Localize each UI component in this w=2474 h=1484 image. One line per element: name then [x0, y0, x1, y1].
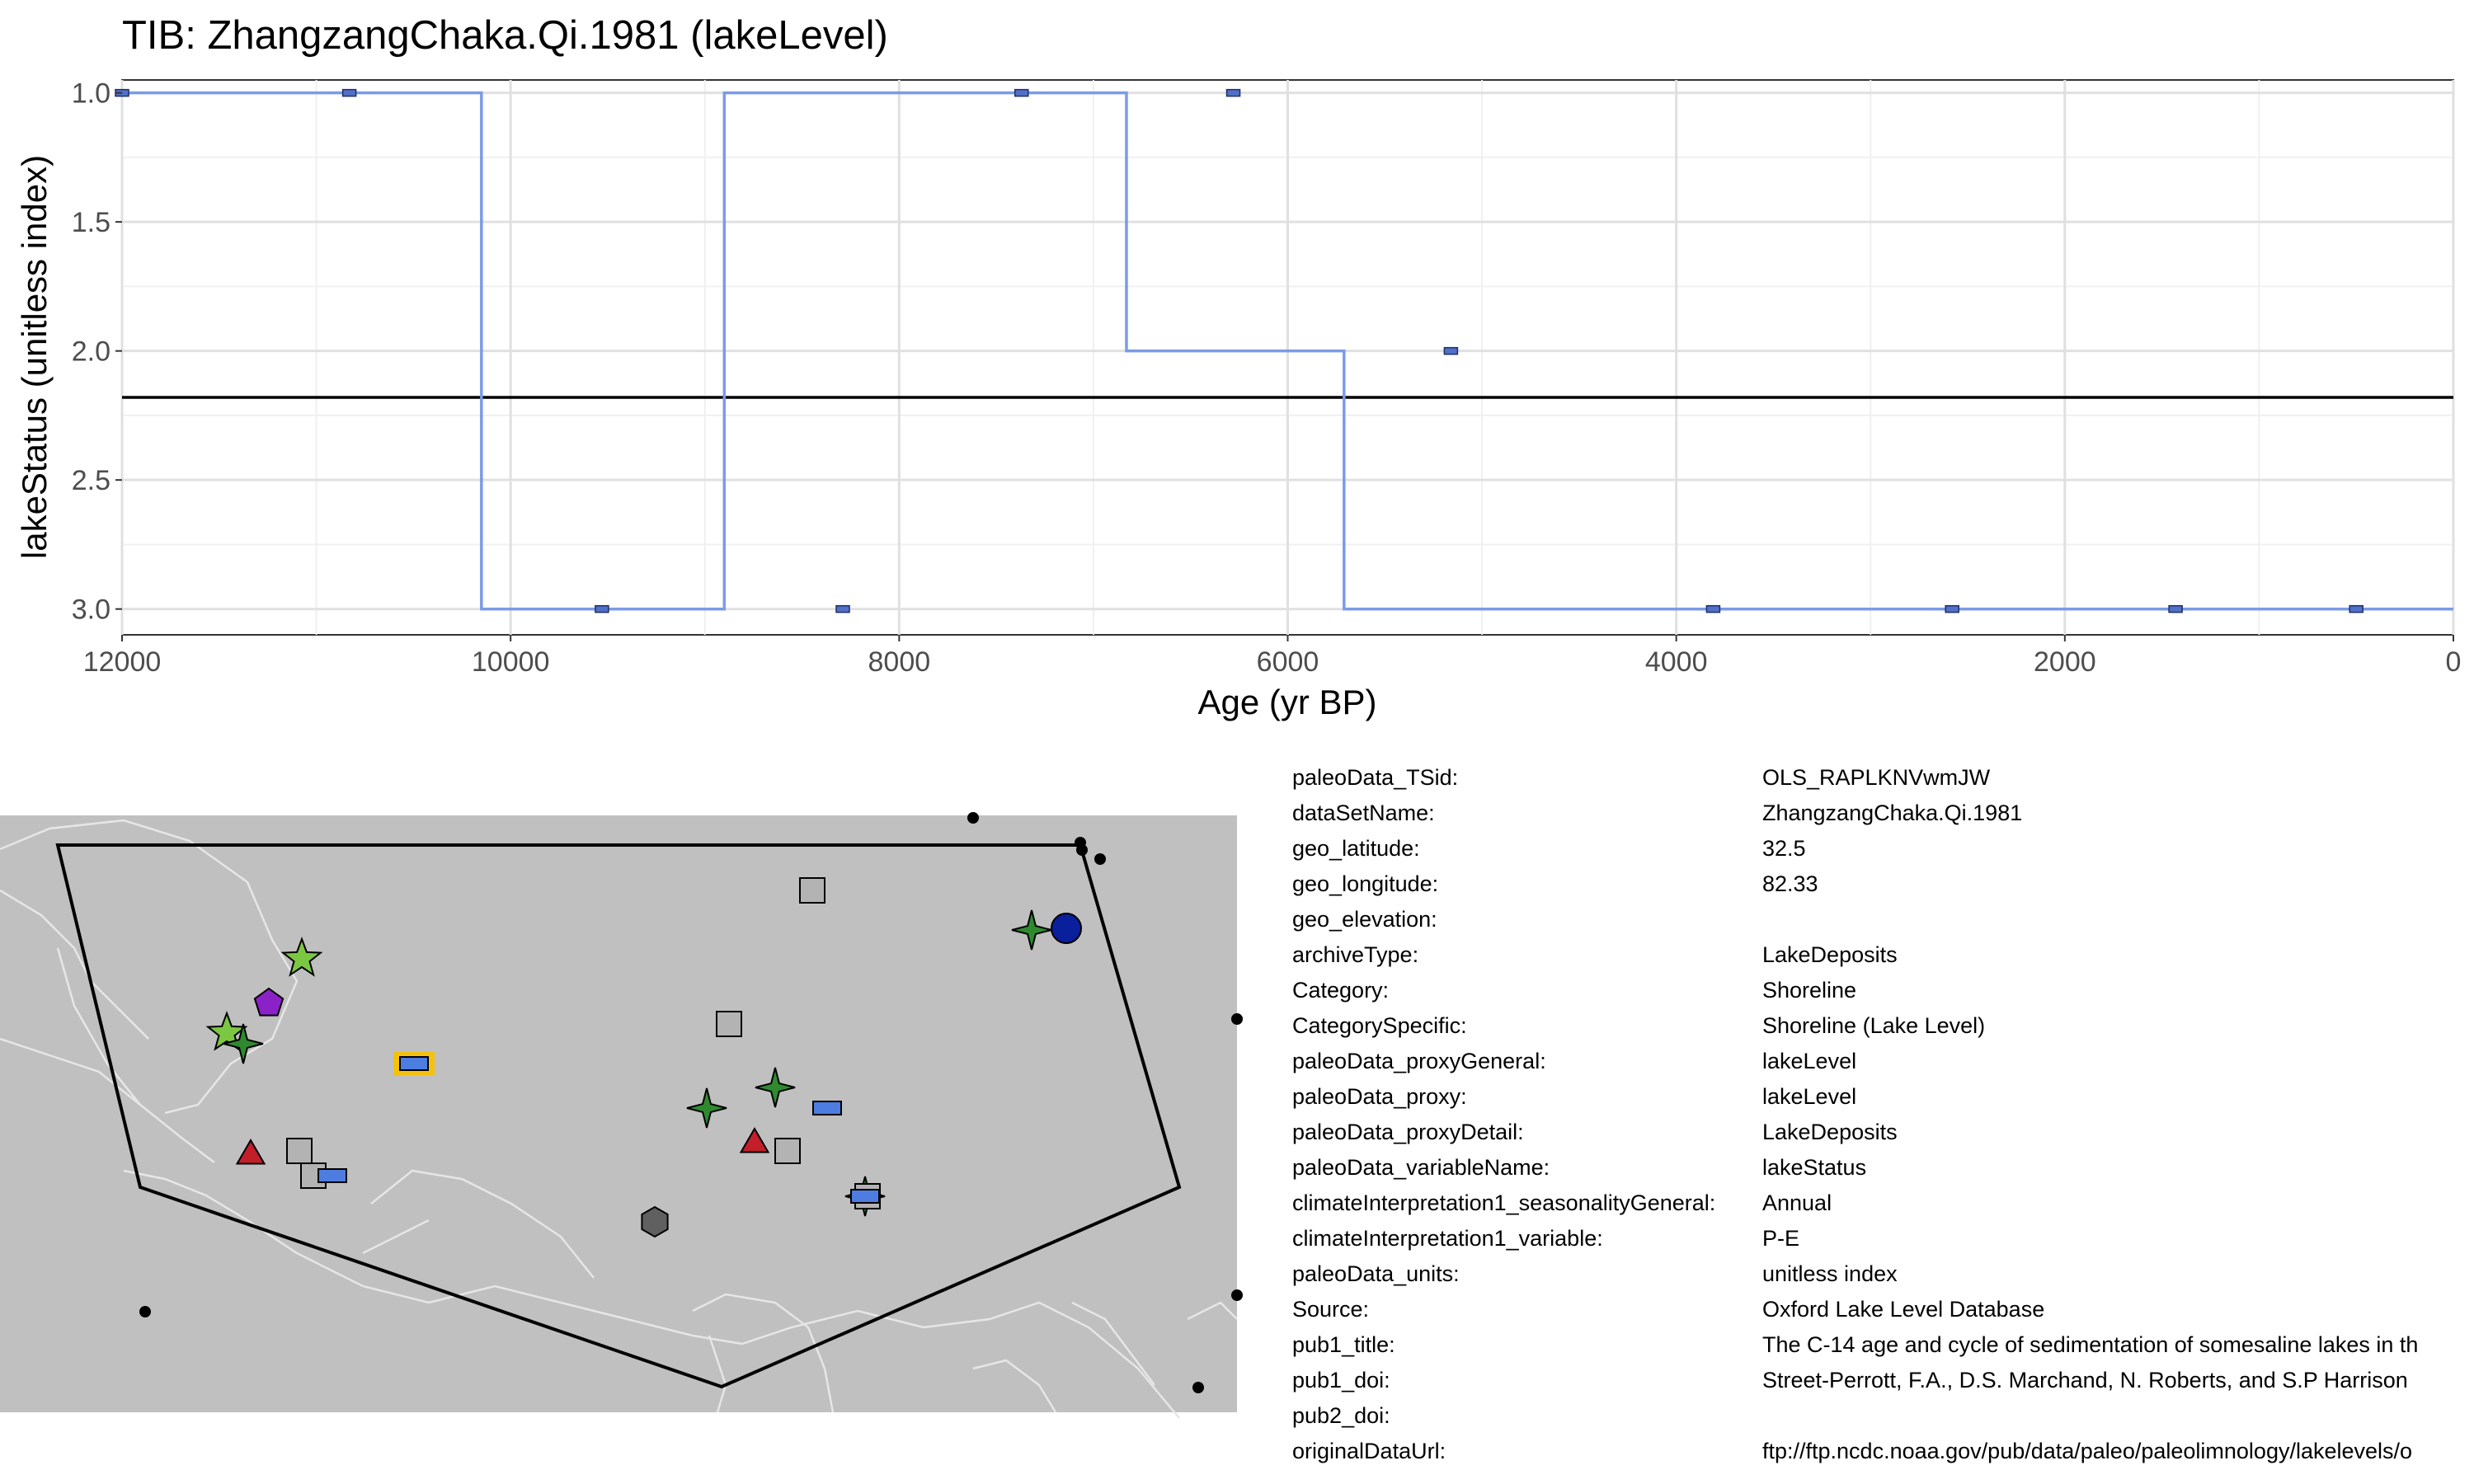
- x-tick-label: 10000: [472, 646, 550, 678]
- metadata-key: geo_elevation:: [1292, 907, 1437, 932]
- metadata-key: paleoData_proxyGeneral:: [1292, 1049, 1546, 1073]
- data-point: [595, 604, 609, 613]
- y-tick-label: 2.0: [72, 336, 111, 368]
- metadata-key: Category:: [1292, 978, 1390, 1003]
- metadata-value: The C-14 age and cycle of sedimentation …: [1762, 1332, 2419, 1357]
- data-point: [1014, 88, 1029, 97]
- site-marker-pentagon: [253, 987, 285, 1017]
- chart-title: TIB: ZhangzangChaka.Qi.1981 (lakeLevel): [122, 13, 888, 58]
- metadata-key: pub1_title:: [1292, 1332, 1395, 1357]
- metadata-value: Shoreline (Lake Level): [1762, 1013, 1986, 1038]
- site-marker-square: [799, 877, 825, 904]
- metadata-key: pub2_doi:: [1292, 1403, 1390, 1428]
- metadata-key: paleoData_proxyDetail:: [1292, 1120, 1524, 1144]
- country-borders: [0, 819, 1238, 1418]
- metadata-value: Annual: [1762, 1190, 1832, 1215]
- metadata-value: 32.5: [1762, 836, 1806, 861]
- data-point: [1705, 604, 1721, 613]
- site-marker-star4: [223, 1023, 264, 1064]
- metadata-key: geo_latitude:: [1292, 836, 1420, 861]
- metadata-key: dataSetName:: [1292, 801, 1435, 825]
- metadata-key: climateInterpretation1_seasonalityGenera…: [1292, 1190, 1716, 1215]
- metadata-key: pub1_doi:: [1292, 1368, 1390, 1392]
- metadata-value: Oxford Lake Level Database: [1762, 1297, 2045, 1322]
- y-axis-label: lakeStatus (unitless index): [15, 155, 54, 559]
- metadata-key: paleoData_units:: [1292, 1261, 1460, 1286]
- y-tick-label: 1.5: [72, 207, 111, 238]
- region-polygon: [55, 843, 1182, 1389]
- data-point: [1945, 604, 1959, 613]
- site-marker-dot: [1231, 1289, 1243, 1301]
- site-marker-circle: [1051, 913, 1082, 944]
- y-tick-label: 2.5: [72, 465, 111, 496]
- series-line: [122, 91, 2453, 611]
- map-background: [0, 815, 1237, 1412]
- metadata-value: unitless index: [1762, 1261, 1898, 1286]
- site-marker-rect: [317, 1168, 347, 1183]
- site-markers: [139, 812, 1243, 1393]
- metadata-value: ftp://ftp.ncdc.noaa.gov/pub/data/paleo/p…: [1762, 1439, 2413, 1463]
- data-point: [835, 604, 850, 613]
- metadata-value: lakeLevel: [1762, 1049, 1857, 1073]
- y-tick-label: 3.0: [72, 594, 111, 626]
- metadata-value: lakeStatus: [1762, 1155, 1867, 1180]
- data-point: [341, 88, 357, 97]
- site-marker-rect: [812, 1101, 842, 1115]
- metadata-key: CategorySpecific:: [1292, 1013, 1467, 1038]
- site-marker-square: [716, 1011, 742, 1037]
- metadata-key: paleoData_variableName:: [1292, 1155, 1550, 1180]
- site-marker-dot: [139, 1306, 151, 1317]
- metadata-value: 82.33: [1762, 871, 1818, 896]
- metadata-value: Street-Perrott, F.A., D.S. Marchand, N. …: [1762, 1368, 2408, 1392]
- x-tick-label: 0: [2446, 646, 2462, 678]
- y-axis-ticks: 1.0 1.5 2.0 2.5 3.0: [72, 78, 122, 626]
- site-marker-star4: [686, 1087, 727, 1129]
- site-marker-dot: [1231, 1013, 1243, 1025]
- x-tick-label: 6000: [1257, 646, 1319, 678]
- data-point: [1443, 346, 1459, 355]
- x-tick-label: 12000: [83, 646, 162, 678]
- site-marker-dot: [1075, 837, 1086, 848]
- x-tick-label: 2000: [2034, 646, 2096, 678]
- metadata-value: LakeDeposits: [1762, 1120, 1898, 1144]
- x-tick-label: 8000: [868, 646, 931, 678]
- site-marker-star4: [755, 1067, 796, 1108]
- metadata-key: paleoData_TSid:: [1292, 765, 1459, 790]
- site-marker-triangle: [739, 1127, 770, 1153]
- lake-status-chart: TIB: ZhangzangChaka.Qi.1981 (lakeLevel) …: [15, 13, 2462, 721]
- x-tick-label: 4000: [1645, 646, 1708, 678]
- data-point: [2349, 604, 2363, 613]
- data-point: [1225, 88, 1241, 97]
- site-marker-square: [774, 1138, 801, 1164]
- metadata-key: originalDataUrl:: [1292, 1439, 1446, 1463]
- site-marker-rect: [399, 1056, 429, 1071]
- metadata-key: paleoData_proxy:: [1292, 1084, 1467, 1109]
- metadata-value: LakeDeposits: [1762, 942, 1898, 967]
- y-tick-label: 1.0: [72, 78, 111, 110]
- metadata-value: P-E: [1762, 1226, 1800, 1251]
- site-marker-star5: [205, 1011, 248, 1051]
- site-marker-triangle: [235, 1139, 266, 1165]
- site-marker-rect: [850, 1189, 880, 1204]
- metadata-panel: paleoData_TSid: OLS_RAPLKNVwmJW dataSetNa…: [1292, 760, 2474, 1484]
- metadata-value: OLS_RAPLKNVwmJW: [1762, 765, 1991, 790]
- metadata-key: Source:: [1292, 1297, 1370, 1322]
- x-axis-label: Age (yr BP): [1197, 683, 1376, 721]
- metadata-value: lakeLevel: [1762, 1084, 1857, 1109]
- metadata-key: archiveType:: [1292, 942, 1419, 967]
- site-marker-hexagon: [641, 1205, 669, 1238]
- metadata-value: ZhangzangChaka.Qi.1981: [1762, 801, 2023, 825]
- data-point: [2168, 604, 2183, 613]
- site-marker-star5: [280, 937, 323, 977]
- site-marker-square: [286, 1138, 313, 1164]
- metadata-key: climateInterpretation1_variable:: [1292, 1226, 1603, 1251]
- site-marker-star4: [1011, 909, 1052, 951]
- site-marker-dot: [1192, 1382, 1204, 1393]
- metadata-key: geo_longitude:: [1292, 871, 1439, 896]
- x-axis-ticks: 12000 10000 8000 6000 4000 2000 0: [83, 635, 2462, 678]
- site-map: [0, 812, 1243, 1418]
- site-marker-dot: [1094, 853, 1106, 865]
- metadata-value: Shoreline: [1762, 978, 1857, 1003]
- site-marker-dot: [967, 812, 979, 824]
